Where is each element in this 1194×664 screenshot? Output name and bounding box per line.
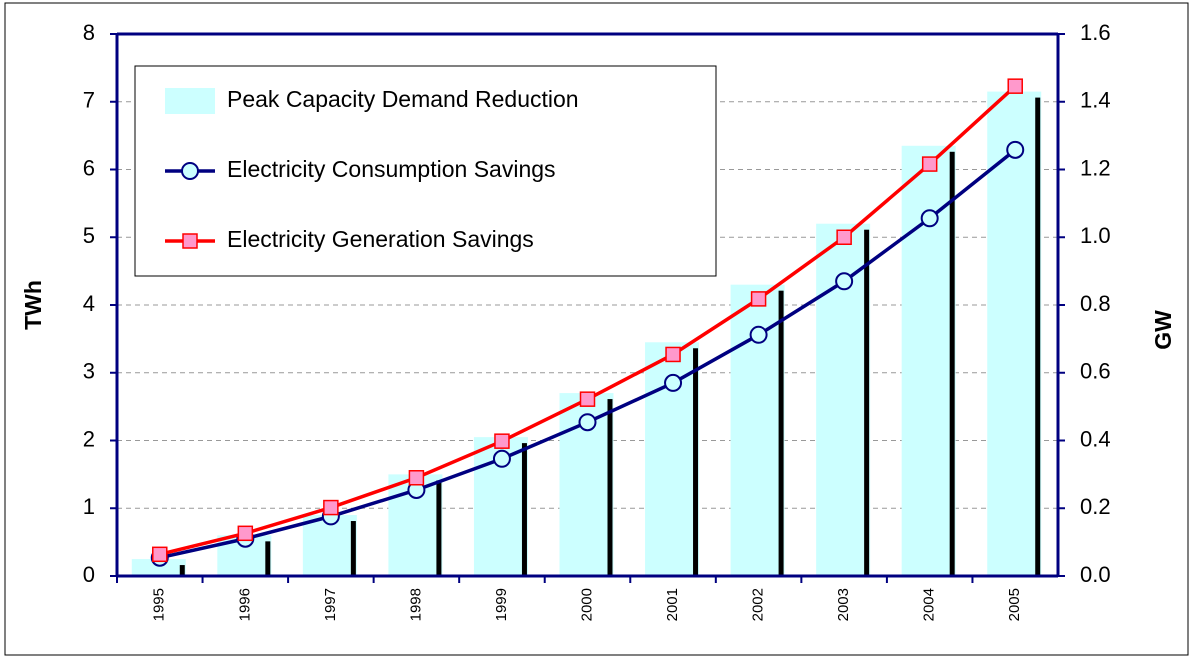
y-tick-label: 8 [83,20,95,45]
bar-shadow [350,521,356,576]
y2-tick-label: 0.0 [1080,562,1111,587]
legend [134,65,717,277]
marker [323,499,339,516]
bar [131,559,186,576]
y-tick-label: 6 [83,155,95,180]
marker [921,156,938,172]
y2-tick-label: 0.4 [1080,426,1111,451]
bar-shadow [949,151,955,576]
y2-tick-label: 0.8 [1080,291,1111,316]
legend-label: Electricity Consumption Savings [227,156,556,182]
y2-tick-label: 0.2 [1080,494,1111,519]
x-tick-label: 2004 [921,588,938,621]
y-tick-label: 5 [83,223,95,248]
marker [494,433,510,449]
y2-tick-label: 0.6 [1080,359,1111,384]
marker [750,291,767,307]
y-tick-label: 0 [83,562,95,587]
legend-label: Electricity Generation Savings [227,226,534,252]
bar-shadow [436,480,442,576]
y2-tick-label: 1.6 [1080,20,1111,45]
y-axis-title: TWh [20,280,46,330]
marker [749,325,768,344]
bar-shadow [864,229,870,576]
marker [1006,140,1025,159]
marker [665,346,681,363]
y2-tick-label: 1.4 [1080,88,1111,113]
bar-shadow [1035,97,1041,577]
x-tick-label: 2003 [835,588,852,621]
legend-swatch [165,88,215,114]
x-tick-label: 2001 [664,588,681,621]
x-tick-label: 2002 [750,588,767,621]
x-tick-label: 1996 [236,588,253,621]
x-tick-label: 1997 [322,588,339,621]
y2-axis-title: GW [1150,310,1176,350]
marker [578,413,597,432]
bar-shadow [265,541,271,576]
y2-tick-label: 1.0 [1080,223,1111,248]
marker [408,470,425,486]
bar-shadow [607,399,613,576]
x-tick-label: 2000 [578,588,595,621]
marker [664,373,683,392]
y-tick-label: 4 [83,291,95,316]
bar [987,91,1042,577]
x-tick-label: 1999 [493,588,510,621]
x-tick-label: 2005 [1006,588,1023,621]
bar-shadow [179,565,185,576]
marker [237,525,254,542]
marker [492,449,511,468]
legend-marker [181,162,199,180]
y2-tick-label: 1.2 [1080,155,1111,180]
marker [836,229,852,245]
x-tick-label: 1998 [407,588,424,621]
marker [835,272,854,291]
y-tick-label: 1 [83,494,95,519]
bar-shadow [693,348,699,576]
marker [1007,78,1023,94]
y-tick-label: 3 [83,359,95,384]
marker [920,209,939,228]
legend-label: Peak Capacity Demand Reduction [227,86,579,112]
bar-shadow [521,443,527,576]
legend-marker [182,233,198,249]
y-tick-label: 2 [83,426,95,451]
bar-shadow [778,290,784,576]
y-tick-label: 7 [83,88,95,113]
x-tick-label: 1995 [151,588,168,621]
marker [579,391,596,407]
marker [152,546,168,563]
